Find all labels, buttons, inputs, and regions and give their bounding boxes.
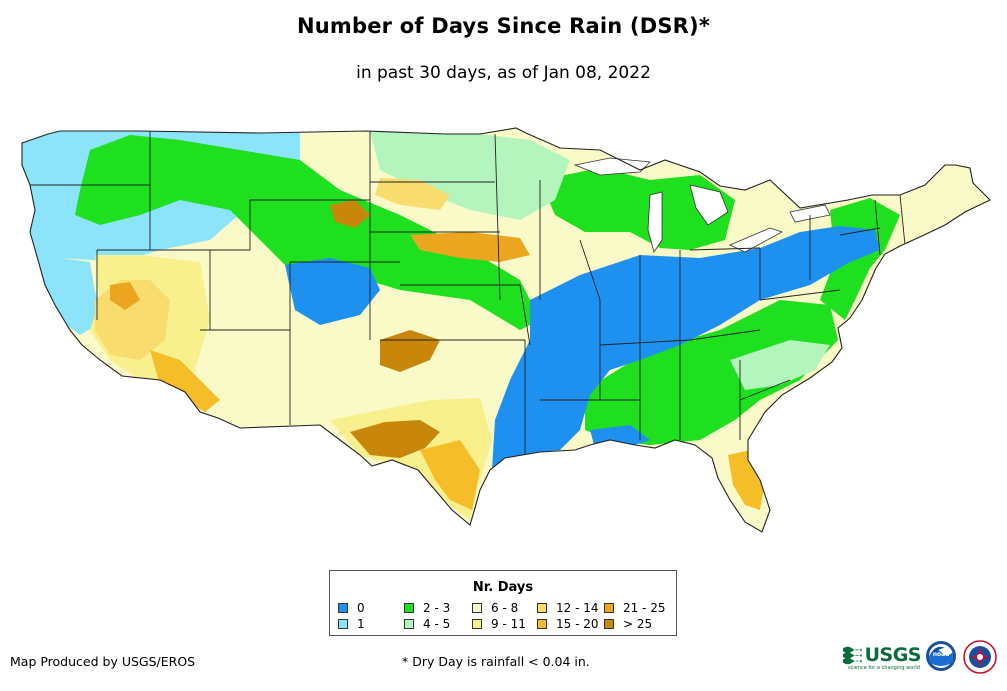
- zone-gt-25-west-texas: [350, 420, 440, 458]
- legend-swatch: [338, 603, 348, 613]
- zone-0-ohio-valley: [492, 226, 880, 470]
- lake-superior: [573, 157, 651, 176]
- legend-swatch: [604, 619, 614, 629]
- zone-4-5-carolinas: [730, 340, 830, 390]
- legend-swatch: [472, 603, 482, 613]
- dry-day-footnote: * Dry Day is rainfall < 0.04 in.: [402, 654, 590, 669]
- legend-item-1: 1: [338, 617, 365, 631]
- legend-swatch: [537, 603, 547, 613]
- zone-12-14-nebraska: [375, 178, 450, 210]
- noaa-wordmark: noaa: [933, 651, 950, 658]
- legend-label: 1: [357, 617, 365, 631]
- legend-item-2-3: 2 - 3: [404, 601, 450, 615]
- legend-item-9-11: 9 - 11: [472, 617, 526, 631]
- usgs-logo: USGS: [843, 641, 922, 669]
- producer-credit: Map Produced by USGS/EROS: [10, 654, 196, 669]
- zone-2-3-great-lakes: [540, 168, 735, 250]
- state-boundaries: [30, 131, 906, 460]
- legend-swatch: [338, 619, 348, 629]
- legend-label: 21 - 25: [623, 601, 666, 615]
- legend-swatch: [404, 603, 414, 613]
- lake-ontario: [789, 204, 831, 223]
- zone-gt-25-oklahoma: [380, 330, 440, 372]
- legend-swatch: [404, 619, 414, 629]
- legend-item-15-20: 15 - 20: [537, 617, 599, 631]
- legend-item-gt-25: > 25: [604, 617, 652, 631]
- legend-title: Nr. Days: [472, 580, 534, 595]
- legend-label: 6 - 8: [491, 601, 519, 615]
- legend-label: 4 - 5: [423, 617, 451, 631]
- great-lakes: [573, 157, 831, 253]
- legend-label: 12 - 14: [556, 601, 599, 615]
- zone-15-20-socal: [150, 350, 220, 412]
- legend-swatch: [537, 619, 547, 629]
- legend-item-4-5: 4 - 5: [404, 617, 450, 631]
- zone-2-3-montana: [75, 135, 540, 330]
- zone-21-25-kansas: [410, 232, 530, 262]
- legend-label: > 25: [623, 617, 653, 631]
- legend: Nr. Days 0 1 2 - 3 4 - 5 6 - 8 9 - 11 12…: [329, 570, 677, 636]
- usgs-wave-icon: [843, 646, 862, 665]
- zone-21-25-nevada: [110, 282, 140, 310]
- map-title: Number of Days Since Rain (DSR)*: [296, 14, 711, 38]
- map-subtitle: in past 30 days, as of Jan 08, 2022: [356, 63, 651, 83]
- usgs-wordmark: USGS: [864, 644, 922, 666]
- legend-label: 15 - 20: [556, 617, 599, 631]
- dsr-fill-layer: [22, 128, 990, 532]
- zone-15-20-south-texas: [420, 440, 480, 510]
- noaa-logo: noaa: [926, 641, 956, 671]
- usgs-tagline: science for a changing world: [848, 665, 920, 671]
- legend-swatch: [472, 619, 482, 629]
- legend-item-0: 0: [338, 601, 365, 615]
- legend-swatch: [604, 603, 614, 613]
- zone-4-5-dakotas: [370, 131, 570, 220]
- nws-logo: [963, 640, 997, 674]
- zone-0-colorado: [285, 258, 380, 325]
- zone-2-3-southeast: [585, 300, 838, 445]
- lake-michigan: [647, 191, 663, 253]
- zone-gt-25-wyoming: [330, 200, 370, 228]
- legend-label: 0: [357, 601, 365, 615]
- legend-label: 9 - 11: [491, 617, 526, 631]
- lake-erie: [729, 227, 784, 253]
- lake-huron: [689, 184, 729, 226]
- legend-item-21-25: 21 - 25: [604, 601, 666, 615]
- legend-label: 2 - 3: [423, 601, 451, 615]
- legend-item-12-14: 12 - 14: [537, 601, 599, 615]
- legend-item-6-8: 6 - 8: [472, 601, 518, 615]
